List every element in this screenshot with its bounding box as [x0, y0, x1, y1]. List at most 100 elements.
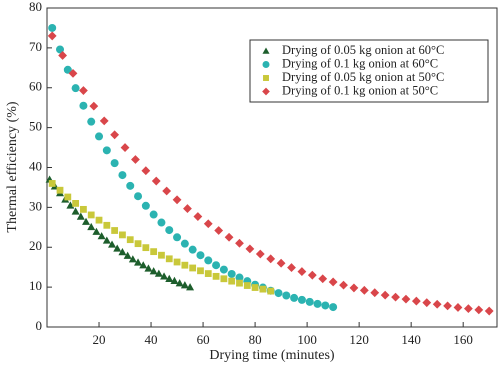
data-point — [183, 204, 192, 213]
legend-marker — [263, 75, 269, 81]
data-point — [443, 301, 452, 311]
data-point — [102, 146, 111, 155]
data-point — [79, 101, 88, 110]
data-point — [180, 239, 189, 248]
data-point — [72, 199, 80, 207]
data-point — [307, 270, 317, 280]
data-point — [108, 240, 117, 248]
data-point — [89, 101, 99, 111]
data-point — [370, 288, 380, 298]
legend-box — [249, 39, 489, 103]
data-point — [255, 249, 265, 259]
legend-label: Drying of 0.05 kg onion at 50°C — [282, 70, 444, 84]
data-point — [82, 217, 91, 225]
data-point — [186, 283, 195, 291]
data-point — [141, 201, 150, 210]
data-point — [56, 186, 64, 194]
data-point — [71, 84, 80, 93]
x-tick-label: 60 — [197, 332, 210, 347]
data-point — [411, 296, 421, 306]
data-point — [328, 277, 338, 287]
data-point — [236, 279, 243, 287]
data-point — [150, 248, 158, 256]
data-point — [181, 261, 189, 269]
data-point — [212, 272, 220, 280]
data-point — [64, 193, 72, 201]
data-point — [165, 255, 173, 263]
data-point — [274, 289, 283, 298]
data-point — [204, 256, 213, 265]
y-tick-label: 20 — [29, 238, 42, 253]
data-point — [453, 303, 463, 312]
data-point — [157, 218, 166, 227]
data-point — [126, 181, 135, 190]
data-point — [128, 255, 137, 263]
data-point — [68, 68, 78, 78]
data-point — [95, 216, 103, 224]
data-point — [151, 176, 161, 186]
data-point — [432, 299, 442, 309]
y-tick-label: 40 — [29, 158, 42, 173]
data-point — [321, 301, 330, 310]
y-tick-label: 0 — [36, 318, 43, 333]
data-point — [92, 227, 101, 235]
x-tick-label: 140 — [401, 332, 421, 347]
data-point — [189, 264, 197, 272]
data-point — [266, 254, 276, 264]
y-tick-label: 10 — [29, 278, 42, 293]
data-point — [165, 274, 174, 282]
data-point — [173, 233, 182, 242]
data-point — [203, 219, 213, 229]
data-point — [175, 279, 184, 287]
x-tick-label: 100 — [297, 332, 317, 347]
data-point — [259, 285, 267, 293]
y-tick-label: 30 — [29, 198, 42, 213]
data-point — [134, 192, 143, 201]
data-point — [162, 186, 172, 196]
data-point — [359, 285, 369, 295]
data-point — [173, 258, 181, 266]
y-axis-label: Thermal efficiency (%) — [5, 101, 20, 232]
data-point — [227, 269, 236, 278]
legend-marker — [262, 47, 270, 54]
data-point — [123, 251, 132, 259]
data-point — [95, 132, 104, 141]
data-point — [228, 277, 236, 285]
data-point — [380, 290, 390, 300]
legend-marker — [262, 61, 270, 68]
data-point — [165, 226, 174, 235]
data-point — [56, 45, 65, 54]
data-point — [349, 283, 359, 293]
data-point — [305, 297, 314, 306]
data-point — [197, 267, 204, 275]
data-point — [149, 267, 158, 275]
data-point — [180, 281, 189, 289]
legend-label: Drying of 0.05 kg onion at 60°C — [282, 43, 444, 57]
data-point — [87, 222, 96, 231]
data-point — [172, 195, 182, 205]
data-point — [149, 210, 158, 219]
data-point — [48, 180, 56, 187]
data-point — [484, 306, 494, 316]
data-point — [110, 130, 120, 140]
data-point — [267, 287, 275, 295]
y-tick-label: 50 — [29, 119, 42, 134]
data-point — [318, 274, 328, 284]
data-point — [134, 258, 143, 266]
data-point — [87, 117, 96, 126]
data-point — [329, 303, 338, 312]
data-point — [118, 248, 127, 256]
data-point — [141, 166, 151, 176]
y-tick-label: 80 — [29, 0, 42, 14]
data-point — [297, 295, 306, 304]
data-point — [196, 251, 205, 260]
data-point — [235, 238, 244, 248]
x-tick-label: 80 — [249, 332, 262, 347]
data-point — [401, 294, 411, 304]
x-tick-label: 120 — [349, 332, 369, 347]
data-point — [87, 211, 95, 219]
data-point — [188, 245, 197, 254]
data-point — [79, 86, 88, 95]
data-point — [170, 276, 179, 284]
